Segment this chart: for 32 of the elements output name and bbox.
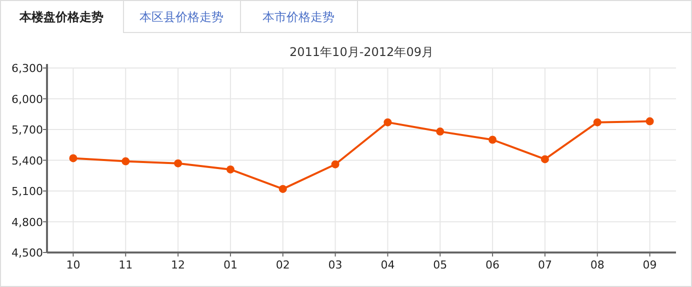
point [540, 155, 549, 164]
x-tick-label: 08 [590, 258, 604, 272]
y-tick-label: 6,300 [12, 62, 43, 75]
y-tick-label: 6,000 [12, 92, 43, 106]
y-tick-label: 4,800 [12, 216, 43, 229]
y-tick-label: 4,500 [12, 246, 43, 260]
y-tick-label: 5,400 [12, 154, 43, 168]
point [174, 159, 182, 168]
point [384, 118, 392, 126]
x-tick-label: 09 [642, 258, 657, 272]
x-tick-label: 10 [66, 258, 80, 272]
point [646, 117, 654, 126]
x-tick-label: 01 [223, 258, 238, 272]
point [278, 184, 287, 193]
point [593, 118, 602, 126]
point [488, 136, 497, 144]
chart-title: 2011年10月-2012年09月 [290, 45, 434, 59]
x-tick-label: 05 [433, 258, 448, 272]
x-tick-label: 03 [328, 258, 342, 272]
point [436, 128, 444, 136]
x-tick-label: 07 [538, 258, 552, 272]
point [69, 154, 78, 162]
x-tick-label: 02 [276, 258, 290, 272]
point [122, 157, 130, 166]
point [331, 160, 340, 168]
x-tick-label: 06 [486, 258, 500, 272]
x-tick-label: 04 [380, 258, 395, 272]
y-tick-label: 5,700 [12, 124, 43, 136]
y-tick-label: 5,100 [12, 185, 43, 198]
x-tick-label: 12 [171, 258, 186, 272]
point [226, 165, 234, 174]
x-tick-label: 11 [118, 258, 133, 272]
